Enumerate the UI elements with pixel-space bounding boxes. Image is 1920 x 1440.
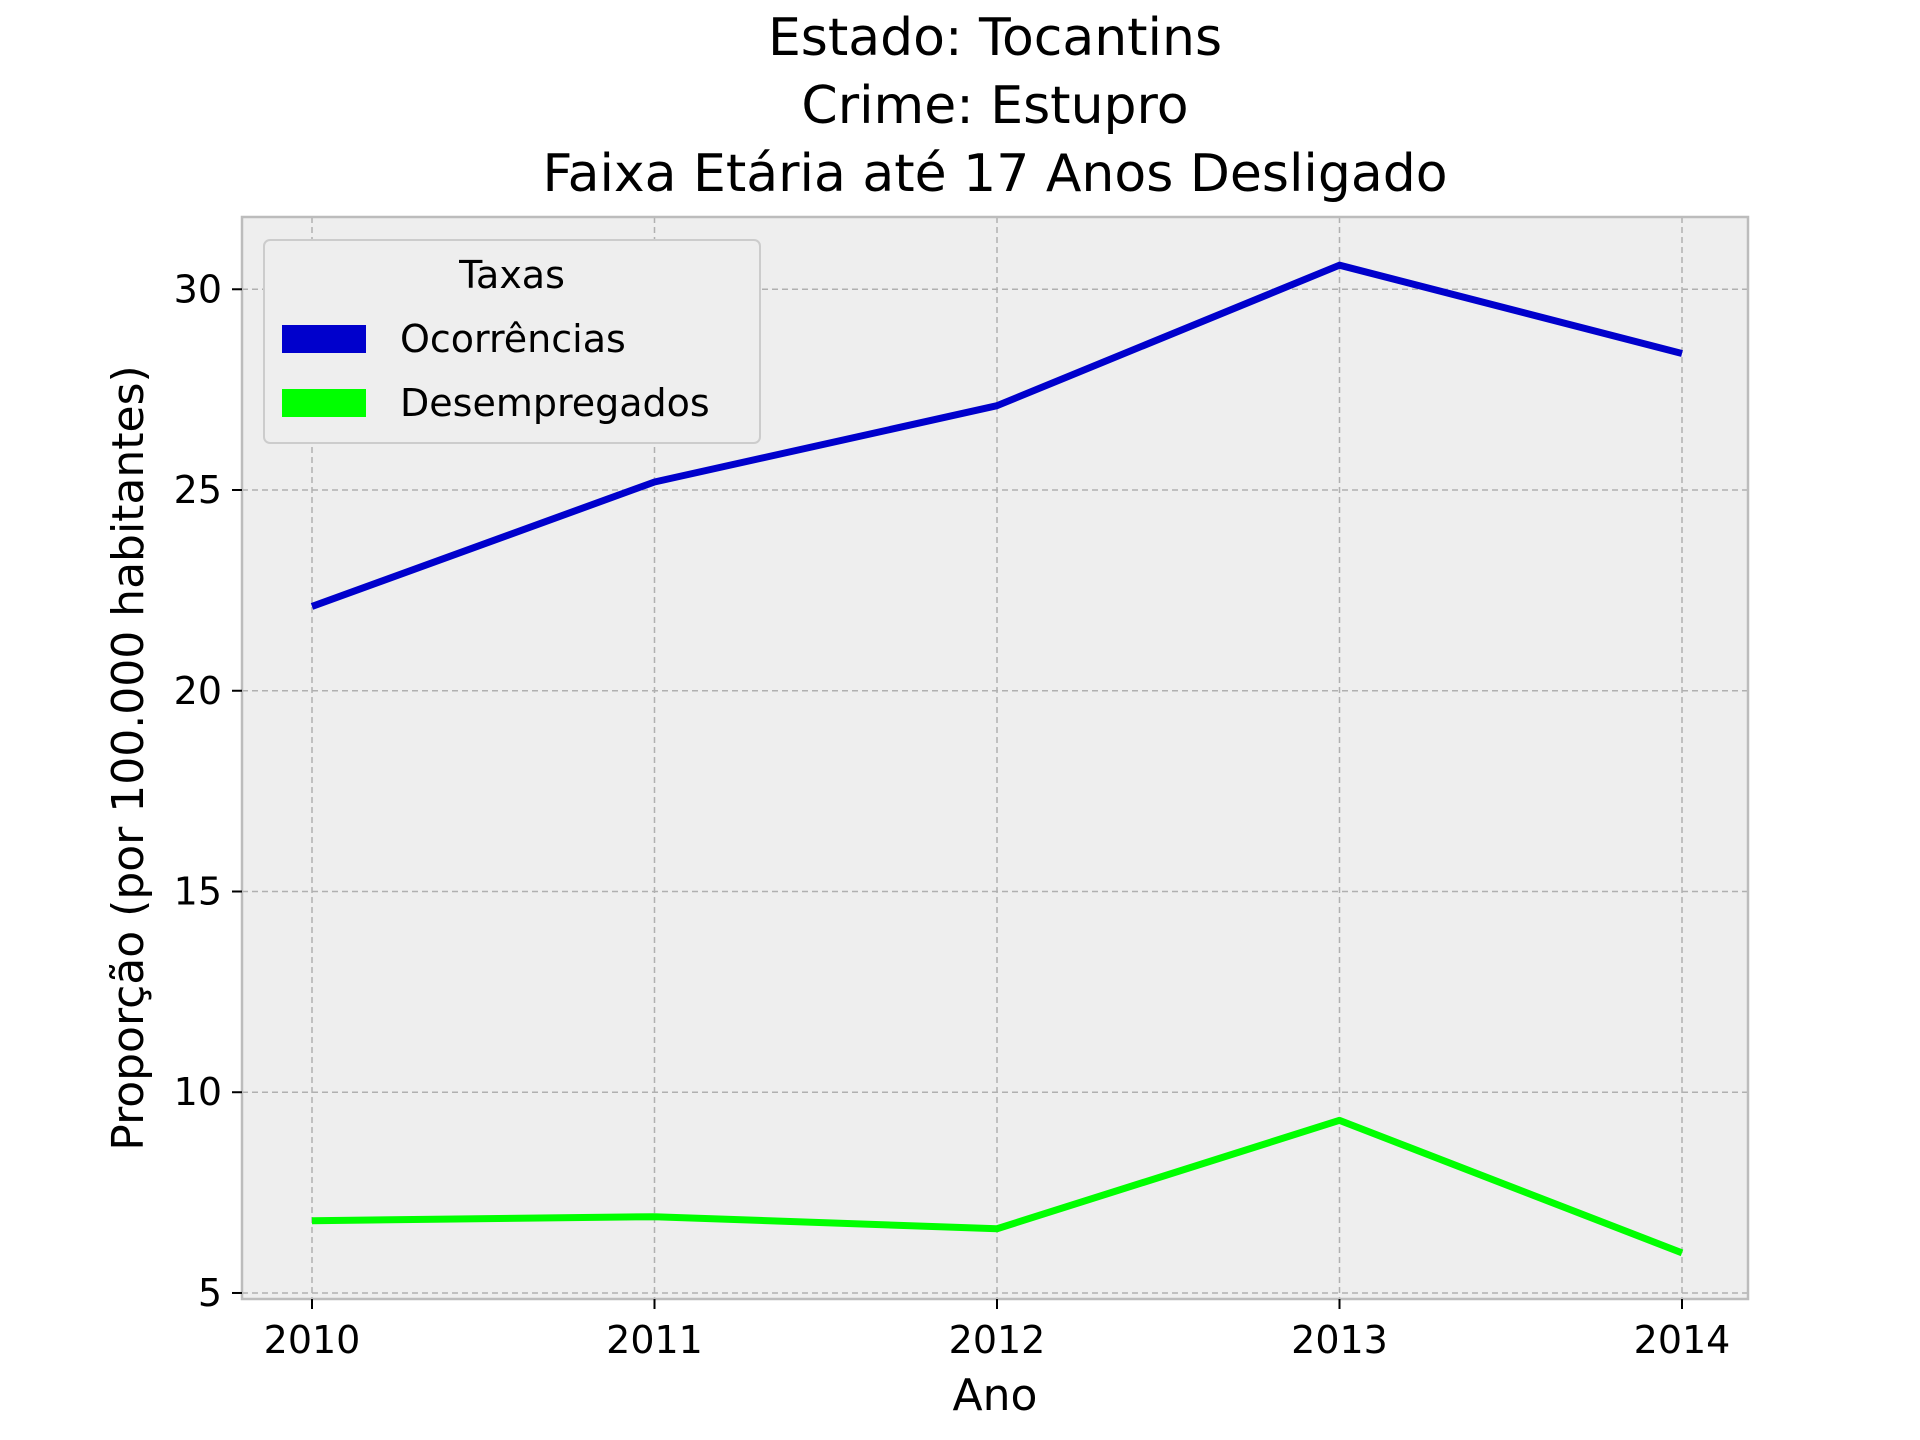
legend-swatch-ocorrencias — [282, 325, 366, 353]
ticks: 2010 2011 2012 2013 2014 5 10 15 20 25 30 — [174, 267, 1731, 1362]
chart-title-line-3: Faixa Etária até 17 Anos Desligado — [542, 144, 1447, 204]
legend: Taxas Ocorrências Desempregados — [263, 239, 761, 444]
y-axis-label: Proporção (por 100.000 habitantes) — [103, 365, 154, 1150]
y-tick-label: 20 — [174, 669, 222, 713]
legend-label-ocorrencias: Ocorrências — [400, 317, 626, 361]
y-tick-label: 10 — [174, 1070, 222, 1114]
legend-title: Taxas — [458, 253, 565, 297]
chart-title-line-1: Estado: Tocantins — [768, 8, 1222, 68]
x-tick-label: 2010 — [264, 1318, 361, 1362]
x-tick-label: 2014 — [1634, 1318, 1731, 1362]
x-tick-label: 2012 — [949, 1318, 1046, 1362]
x-tick-label: 2013 — [1291, 1318, 1388, 1362]
grid — [242, 217, 1748, 1299]
x-axis-label: Ano — [953, 1370, 1038, 1421]
chart-title-line-2: Crime: Estupro — [801, 76, 1188, 136]
x-tick-label: 2011 — [606, 1318, 703, 1362]
y-tick-label: 25 — [174, 468, 222, 512]
legend-label-desempregados: Desempregados — [400, 381, 710, 425]
y-tick-label: 30 — [174, 267, 222, 311]
y-tick-label: 15 — [174, 869, 222, 913]
legend-swatch-desempregados — [282, 389, 366, 417]
series-group — [310, 261, 1684, 1257]
y-tick-label: 5 — [198, 1271, 222, 1315]
legend-box — [263, 239, 761, 444]
plot-border — [240, 215, 1750, 1301]
series-line-desempregados — [311, 1116, 1684, 1257]
series-line-ocorrencias — [310, 261, 1683, 610]
